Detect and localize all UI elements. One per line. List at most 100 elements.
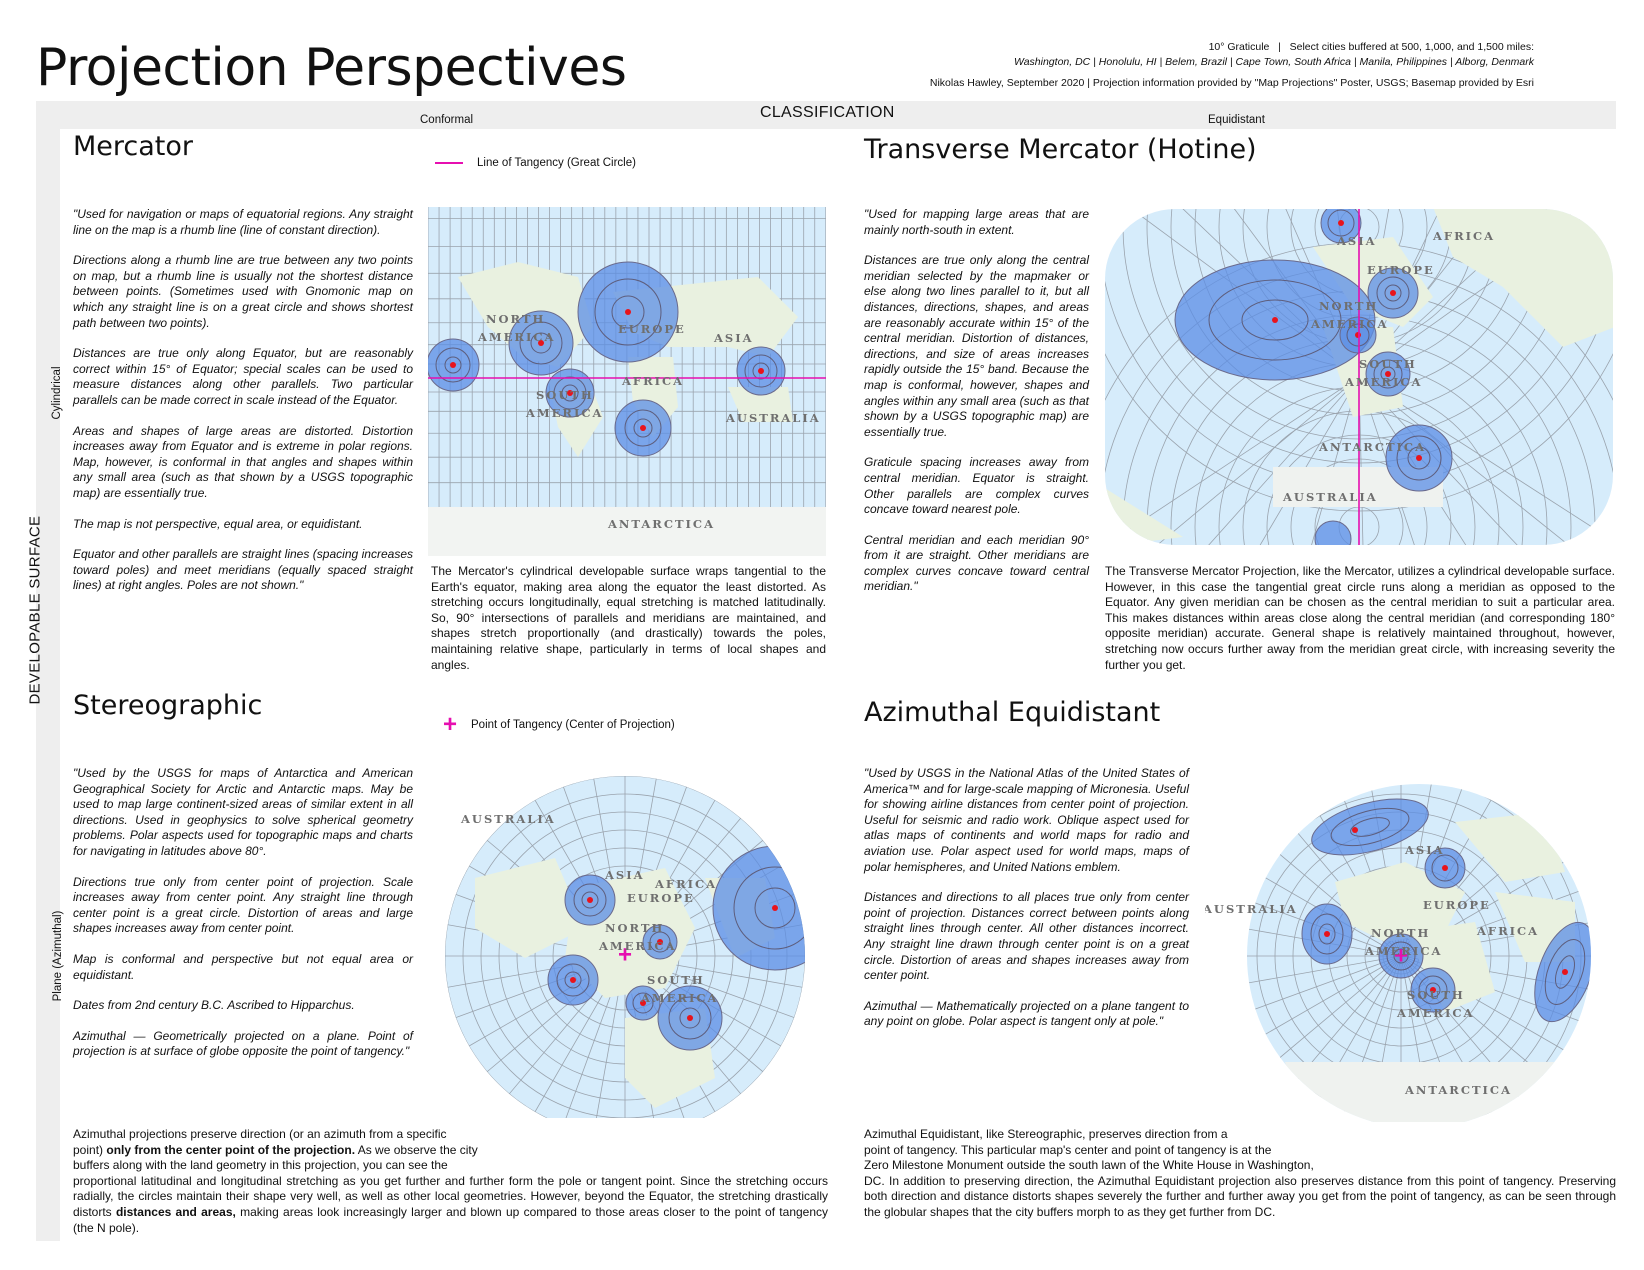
- transverse-label-south-america: AMERICA: [1344, 375, 1422, 389]
- tangency-point-label: Point of Tangency (Center of Projection): [471, 719, 675, 731]
- mercator-label-south-america: AMERICA: [525, 406, 603, 420]
- stereographic-label-australia: AUSTRALIA: [460, 812, 556, 826]
- mercator-label-antarctica: ANTARCTICA: [607, 517, 715, 531]
- classification-equidistant: Equidistant: [1208, 114, 1265, 126]
- tangency-point-icon: +: [443, 711, 458, 738]
- stereographic-label-south-america: AMERICA: [640, 991, 718, 1005]
- stereographic-quote-5: Azimuthal — Geometrically projected on a…: [73, 1028, 413, 1059]
- tangency-line-legend: Line of Tangency (Great Circle): [435, 157, 636, 169]
- azimuthal-label-north: NORTH: [1371, 926, 1430, 940]
- tangency-point-legend: + Point of Tangency (Center of Projectio…: [443, 711, 675, 738]
- azimuthal-label-south: SOUTH: [1407, 988, 1465, 1002]
- azimuthal-label-europe: EUROPE: [1423, 898, 1491, 912]
- azimuthal-label-america: AMERICA: [1364, 944, 1442, 958]
- classification-conformal: Conformal: [420, 114, 474, 126]
- transverse-quote-3: Graticule spacing increases away from ce…: [864, 455, 1089, 517]
- transverse-map: ASIA AFRICA EUROPE NORTH AMERICA SOUTH A…: [1103, 207, 1615, 547]
- transverse-label-asia: ASIA: [1336, 234, 1377, 248]
- transverse-label-africa: AFRICA: [1432, 229, 1495, 243]
- classification-band: [36, 101, 1616, 129]
- tangency-line-icon: [435, 162, 463, 164]
- stereographic-label-africa: AFRICA: [654, 877, 717, 891]
- credit-line: Nikolas Hawley, September 2020 | Project…: [929, 77, 1534, 89]
- transverse-quote-4: Central meridian and each meridian 90° f…: [864, 532, 1089, 594]
- transverse-caption: The Transverse Mercator Projection, like…: [1105, 564, 1615, 672]
- stereographic-caption-b-bold: only from the center point of the projec…: [106, 1142, 356, 1157]
- stereographic-label-europe: EUROPE: [627, 891, 695, 905]
- azimuthal-map: + ASIA AUSTRALIA EUROPE AFRICA NORTH AME…: [1205, 762, 1615, 1122]
- developable-band: [36, 129, 60, 1241]
- mercator-caption: The Mercator's cylindrical developable s…: [431, 564, 826, 672]
- mercator-label-south: SOUTH: [536, 388, 594, 402]
- mercator-quote-3: Distances are true only along Equator, b…: [73, 346, 413, 407]
- developable-surface-label: DEVELOPABLE SURFACE: [26, 515, 44, 705]
- city-list: Washington, DC | Honolulu, HI | Belem, B…: [1013, 56, 1534, 68]
- transverse-quote-2: Distances are true only along the centra…: [864, 253, 1089, 439]
- mercator-map: NORTH AMERICA EUROPE ASIA AFRICA SOUTH A…: [428, 207, 826, 556]
- mercator-label-north: NORTH: [486, 312, 545, 326]
- mercator-quote-5: The map is not perspective, equal area, …: [73, 516, 363, 531]
- azimuthal-label-australia: AUSTRALIA: [1205, 902, 1298, 916]
- mercator-quote-6: Equator and other parallels are straight…: [73, 547, 413, 593]
- header-meta: 10° Graticule | Select cities buffered a…: [929, 41, 1534, 89]
- mercator-label-africa: AFRICA: [621, 374, 684, 388]
- azimuthal-quote-2: Distances and directions to all places t…: [864, 890, 1189, 983]
- cylindrical-label: Cylindrical: [51, 366, 63, 420]
- stereographic-caption: Azimuthal projections preserve direction…: [73, 1127, 828, 1236]
- azimuthal-title: Azimuthal Equidistant: [864, 697, 1161, 728]
- azimuthal-caption-d: DC. In addition to preserving direction,…: [864, 1173, 1616, 1219]
- mercator-quote-4: Areas and shapes of large areas are dist…: [73, 423, 413, 500]
- plane-label: Plane (Azimuthal): [52, 910, 64, 1002]
- mercator-label-asia: ASIA: [713, 331, 754, 345]
- transverse-quote-1: "Used for mapping large areas that are m…: [864, 207, 1089, 237]
- stereographic-caption-e: proportional latitudinal and longitudina…: [73, 1173, 828, 1219]
- stereographic-caption-f: making areas look increasingly larger an…: [73, 1204, 829, 1235]
- page-title: Projection Perspectives: [36, 38, 627, 98]
- azimuthal-quote-1: "Used by USGS in the National Atlas of t…: [864, 766, 1189, 874]
- transverse-label-south: SOUTH: [1359, 357, 1417, 371]
- azimuthal-caption-a: Azimuthal Equidistant, like Stereographi…: [864, 1127, 1228, 1141]
- mercator-title: Mercator: [73, 131, 194, 162]
- stereographic-quote-1: "Used by the USGS for maps of Antarctica…: [73, 766, 413, 858]
- mercator-label-america: AMERICA: [477, 330, 555, 344]
- stereographic-caption-a: Azimuthal projections preserve direction…: [73, 1127, 447, 1141]
- stereographic-label-america: AMERICA: [598, 939, 676, 953]
- buffer-note: Select cities buffered at 500, 1,000, an…: [1289, 41, 1534, 53]
- stereographic-label-north: NORTH: [605, 921, 664, 935]
- transverse-quote: "Used for mapping large areas that are m…: [864, 207, 1089, 610]
- stereographic-caption-b-line: point) only from the center point of the…: [73, 1143, 573, 1159]
- transverse-label-australia: AUSTRALIA: [1282, 490, 1378, 504]
- stereographic-caption-e-line: proportional latitudinal and longitudina…: [73, 1174, 828, 1236]
- tangency-line-label: Line of Tangency (Great Circle): [477, 157, 636, 169]
- stereographic-quote-2: Directions true only from center point o…: [73, 874, 413, 936]
- azimuthal-quote: "Used by USGS in the National Atlas of t…: [864, 766, 1189, 1045]
- stereographic-caption-e-bold: distances and areas,: [115, 1204, 236, 1219]
- azimuthal-caption-b: point of tangency. This particular map's…: [864, 1142, 1272, 1157]
- azimuthal-label-africa: AFRICA: [1476, 924, 1539, 938]
- azimuthal-quote-3: Azimuthal — Mathematically projected on …: [864, 998, 1189, 1029]
- azimuthal-label-antarctica: ANTARCTICA: [1404, 1083, 1512, 1097]
- mercator-quote-2: Directions along a rhumb line are true b…: [73, 253, 413, 330]
- mercator-quote-1: "Used for navigation or maps of equatori…: [73, 207, 413, 237]
- stereographic-caption-c: As we observe the city: [355, 1142, 478, 1157]
- stereographic-quote: "Used by the USGS for maps of Antarctica…: [73, 766, 413, 1075]
- classification-title: CLASSIFICATION: [760, 104, 895, 121]
- azimuthal-tangency-point: +: [1394, 942, 1408, 969]
- transverse-title: Transverse Mercator (Hotine): [864, 134, 1257, 165]
- mercator-label-europe: EUROPE: [618, 322, 686, 336]
- graticule-note: 10° Graticule: [1208, 41, 1270, 53]
- transverse-label-america: AMERICA: [1310, 317, 1388, 331]
- stereographic-quote-3: Map is conformal and perspective but not…: [73, 951, 413, 982]
- stereographic-map: + AUSTRALIA ASIA AFRICA EUROPE NORTH AME…: [435, 758, 830, 1118]
- stereographic-caption-d: buffers along with the land geometry in …: [73, 1158, 448, 1173]
- stereographic-label-south: SOUTH: [647, 973, 705, 987]
- mercator-quote: "Used for navigation or maps of equatori…: [73, 207, 413, 609]
- stereographic-caption-b: point): [73, 1142, 107, 1157]
- azimuthal-caption-c: Zero Milestone Monument outside the sout…: [864, 1158, 1314, 1173]
- mercator-label-australia: AUSTRALIA: [725, 411, 821, 425]
- azimuthal-caption: Azimuthal Equidistant, like Stereographi…: [864, 1127, 1616, 1221]
- stereographic-tangency-point: +: [618, 941, 632, 968]
- transverse-label-europe: EUROPE: [1367, 263, 1435, 277]
- transverse-label-antarctica: ANTARCTICA: [1318, 440, 1426, 454]
- stereographic-label-asia: ASIA: [604, 868, 645, 882]
